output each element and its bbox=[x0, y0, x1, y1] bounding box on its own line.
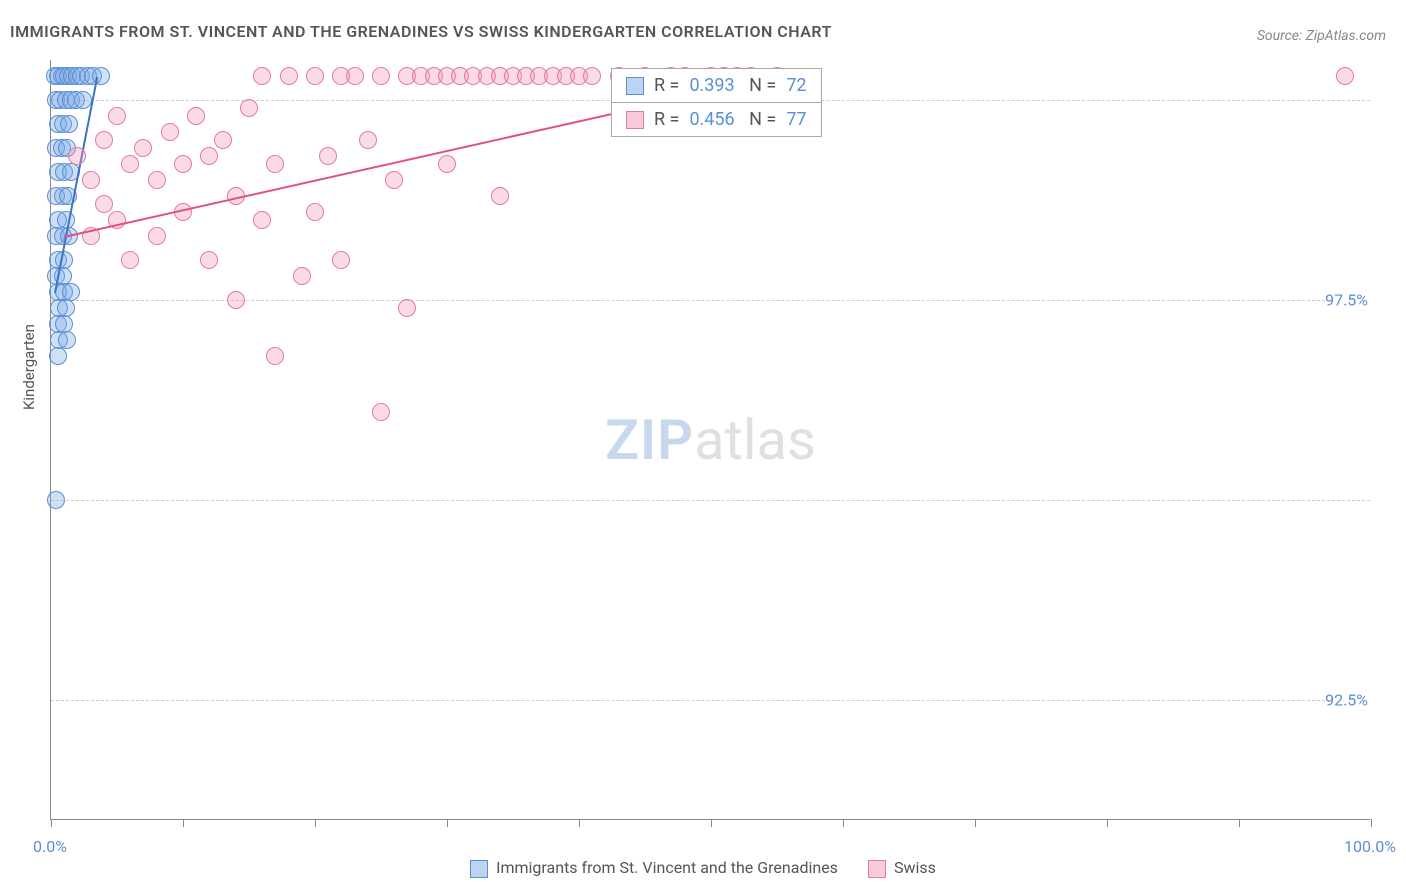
data-point-stvincent bbox=[74, 91, 92, 109]
data-point-swiss bbox=[372, 67, 390, 85]
data-point-swiss bbox=[148, 171, 166, 189]
gridline-h bbox=[51, 500, 1370, 501]
x-tick bbox=[183, 819, 184, 827]
data-point-swiss bbox=[68, 147, 86, 165]
stat-n-label: N = bbox=[745, 109, 777, 130]
y-tick-label: 97.5% bbox=[1325, 291, 1372, 310]
x-tick bbox=[1239, 819, 1240, 827]
data-point-swiss bbox=[200, 251, 218, 269]
data-point-swiss bbox=[372, 403, 390, 421]
watermark-zip: ZIP bbox=[605, 407, 694, 473]
stat-n-value: 77 bbox=[786, 109, 806, 130]
stat-r-label: R = bbox=[654, 109, 679, 130]
data-point-swiss bbox=[385, 171, 403, 189]
legend: Immigrants from St. Vincent and the Gren… bbox=[0, 858, 1406, 878]
data-point-swiss bbox=[253, 211, 271, 229]
data-point-swiss bbox=[359, 131, 377, 149]
data-point-swiss bbox=[187, 107, 205, 125]
legend-item-stvincent: Immigrants from St. Vincent and the Gren… bbox=[470, 858, 838, 878]
x-tick-label: 100.0% bbox=[1344, 837, 1396, 856]
data-point-swiss bbox=[398, 299, 416, 317]
stat-n-label: N = bbox=[745, 75, 777, 96]
x-tick bbox=[1107, 819, 1108, 827]
y-axis-label: Kindergarten bbox=[20, 324, 38, 410]
data-point-swiss bbox=[266, 347, 284, 365]
x-tick bbox=[975, 819, 976, 827]
data-point-swiss bbox=[306, 203, 324, 221]
data-point-swiss bbox=[121, 155, 139, 173]
data-point-swiss bbox=[346, 67, 364, 85]
data-point-stvincent bbox=[58, 331, 76, 349]
stat-swatch bbox=[626, 111, 644, 129]
stat-box-blue: R = 0.393 N = 72 bbox=[611, 68, 822, 103]
data-point-swiss bbox=[121, 251, 139, 269]
data-point-swiss bbox=[240, 99, 258, 117]
data-point-swiss bbox=[95, 195, 113, 213]
x-tick bbox=[51, 819, 52, 827]
data-point-swiss bbox=[95, 131, 113, 149]
legend-swatch-blue bbox=[470, 860, 488, 878]
data-point-swiss bbox=[227, 291, 245, 309]
x-tick bbox=[1371, 819, 1372, 827]
data-point-swiss bbox=[108, 107, 126, 125]
data-point-swiss bbox=[161, 123, 179, 141]
data-point-swiss bbox=[319, 147, 337, 165]
gridline-h bbox=[51, 700, 1370, 701]
data-point-swiss bbox=[1336, 67, 1354, 85]
data-point-swiss bbox=[332, 251, 350, 269]
data-point-swiss bbox=[266, 155, 284, 173]
x-tick bbox=[447, 819, 448, 827]
legend-item-swiss: Swiss bbox=[868, 858, 936, 878]
data-point-stvincent bbox=[57, 211, 75, 229]
scatter-chart: ZIPatlas 92.5% 97.5% R = 0.393 N = 72 R = 0.45… bbox=[50, 60, 1370, 820]
legend-label-stvincent: Immigrants from St. Vincent and the Gren… bbox=[496, 858, 838, 877]
chart-title: IMMIGRANTS FROM ST. VINCENT AND THE GREN… bbox=[10, 22, 832, 41]
data-point-stvincent bbox=[49, 347, 67, 365]
stat-r-label: R = bbox=[654, 75, 679, 96]
x-tick-label: 0.0% bbox=[33, 837, 67, 856]
stat-swatch bbox=[626, 77, 644, 95]
x-tick bbox=[711, 819, 712, 827]
legend-swatch-pink bbox=[868, 860, 886, 878]
x-tick bbox=[315, 819, 316, 827]
data-point-stvincent bbox=[60, 115, 78, 133]
watermark-atlas: atlas bbox=[694, 407, 816, 473]
data-point-swiss bbox=[253, 67, 271, 85]
y-tick-label: 92.5% bbox=[1325, 691, 1372, 710]
legend-label-swiss: Swiss bbox=[894, 858, 936, 877]
stat-box-pink: R = 0.456 N = 77 bbox=[611, 102, 822, 137]
data-point-swiss bbox=[82, 171, 100, 189]
data-point-stvincent bbox=[47, 491, 65, 509]
data-point-swiss bbox=[280, 67, 298, 85]
data-point-swiss bbox=[214, 131, 232, 149]
data-point-swiss bbox=[306, 67, 324, 85]
data-point-swiss bbox=[583, 67, 601, 85]
data-point-swiss bbox=[174, 155, 192, 173]
data-point-swiss bbox=[438, 155, 456, 173]
stat-r-value: 0.393 bbox=[689, 75, 734, 96]
gridline-h bbox=[51, 300, 1370, 301]
stat-r-value: 0.456 bbox=[689, 109, 734, 130]
data-point-swiss bbox=[200, 147, 218, 165]
x-tick bbox=[579, 819, 580, 827]
watermark: ZIPatlas bbox=[605, 407, 816, 473]
data-point-swiss bbox=[293, 267, 311, 285]
stat-n-value: 72 bbox=[786, 75, 806, 96]
data-point-swiss bbox=[134, 139, 152, 157]
data-point-swiss bbox=[491, 187, 509, 205]
data-point-swiss bbox=[148, 227, 166, 245]
source-attribution: Source: ZipAtlas.com bbox=[1257, 28, 1386, 44]
x-tick bbox=[843, 819, 844, 827]
